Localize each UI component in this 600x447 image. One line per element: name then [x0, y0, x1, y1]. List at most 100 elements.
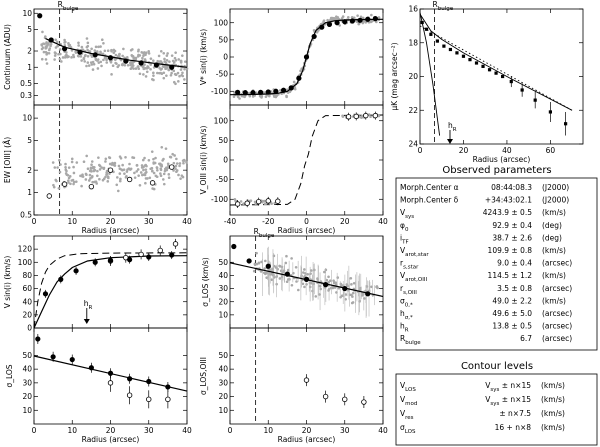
gas-model-line: [33, 252, 188, 329]
sample-point: [85, 45, 89, 49]
sample-point: [306, 272, 310, 276]
sample-point: [315, 30, 319, 34]
sample-point: [179, 177, 182, 180]
sample-point: [352, 281, 356, 285]
x-tick-label: 30: [144, 217, 154, 226]
x-tick-label: 20: [106, 426, 116, 435]
y-tick-label: 0: [27, 324, 32, 333]
sample-point: [108, 162, 112, 166]
sample-point: [56, 40, 59, 44]
sample-point: [122, 47, 125, 51]
sample-point: [375, 20, 378, 24]
binned-point: [326, 21, 333, 28]
sample-point: [75, 180, 78, 183]
star-point: [73, 268, 79, 274]
sample-point: [152, 74, 155, 77]
sample-point: [58, 57, 62, 61]
sample-point: [114, 53, 118, 57]
y-axis-label: Continuum (ADU): [3, 24, 12, 90]
param-unit: (km/s): [542, 246, 566, 255]
binned-point: [288, 85, 294, 91]
param-name: φ0: [400, 221, 409, 233]
param-name: Vsys: [400, 208, 414, 220]
sample-point: [167, 176, 171, 179]
sample-point: [314, 295, 318, 298]
sample-point: [239, 200, 243, 203]
sample-point: [339, 295, 342, 299]
x-axis-label: Radius (arcsec): [278, 435, 336, 444]
sample-point: [106, 49, 110, 53]
sample-point: [70, 49, 74, 52]
sample-point: [64, 162, 67, 166]
sample-point: [70, 179, 74, 182]
y-tick-label: 2: [27, 47, 32, 56]
sample-point: [171, 59, 175, 63]
param-unit: (arcsec): [542, 334, 572, 343]
sample-point: [162, 65, 166, 69]
sample-point: [68, 175, 72, 178]
sample-point: [100, 166, 103, 169]
y-tick-label: 10: [218, 310, 228, 319]
sample-point: [67, 42, 70, 45]
data-point: [435, 39, 439, 43]
sample-point: [83, 60, 87, 63]
binned-point: [126, 176, 133, 183]
binned-point: [311, 33, 317, 40]
sample-point: [243, 95, 246, 99]
sample-point: [350, 16, 354, 19]
sample-point: [155, 175, 159, 179]
axes-frame: [229, 235, 384, 329]
model-line: [229, 114, 384, 206]
x-tick-label: 0: [32, 217, 37, 226]
y-tick-label: 40: [218, 271, 228, 280]
sample-point: [55, 179, 58, 183]
sample-point: [159, 172, 162, 175]
sample-point: [58, 170, 62, 174]
star-point: [127, 257, 133, 263]
sample-point: [351, 301, 355, 304]
sample-point: [160, 163, 163, 167]
sample-point: [142, 64, 145, 68]
param-unit: (arcsec): [542, 284, 572, 293]
contour-frame: [395, 373, 598, 446]
sample-point: [139, 171, 143, 174]
observed-frame: [395, 177, 598, 351]
observed-title: Observed parameters: [442, 165, 551, 176]
star-point: [107, 370, 114, 376]
sample-point: [178, 74, 181, 78]
sample-point: [103, 56, 107, 60]
y-axis-label: V sin(i) (km/s): [3, 256, 12, 309]
sample-point: [174, 73, 178, 77]
sample-point: [146, 177, 149, 180]
param-name: Morph.Center α: [400, 183, 459, 192]
hr-arrow-head: [446, 139, 453, 144]
sample-point: [169, 155, 173, 159]
sample-point: [99, 45, 102, 48]
sample-point: [65, 169, 68, 173]
y-tick-label: 50: [218, 136, 228, 145]
sample-point: [138, 72, 142, 76]
sample-point: [133, 171, 136, 175]
sample-point: [284, 261, 288, 265]
sample-point: [126, 63, 130, 67]
sample-point: [124, 155, 127, 159]
sample-point: [104, 160, 107, 163]
y-tick-label: 10: [22, 406, 32, 415]
gas-point: [157, 247, 163, 254]
sample-point: [67, 166, 71, 169]
sample-point: [252, 269, 256, 273]
y-tick-label: 30: [218, 284, 228, 293]
sample-point: [132, 156, 136, 160]
binned-point: [77, 49, 83, 55]
sample-point: [53, 58, 56, 61]
sample-point: [93, 166, 96, 169]
sample-point: [130, 66, 134, 69]
param-unit: (J2000): [542, 196, 569, 205]
sample-point: [81, 173, 84, 176]
sample-point: [122, 168, 126, 171]
y-axis-label: σ_LOS (km/s): [201, 257, 210, 306]
sample-point: [112, 51, 116, 54]
sample-point: [70, 160, 74, 164]
binned-point: [46, 193, 52, 199]
sample-point: [142, 54, 145, 58]
